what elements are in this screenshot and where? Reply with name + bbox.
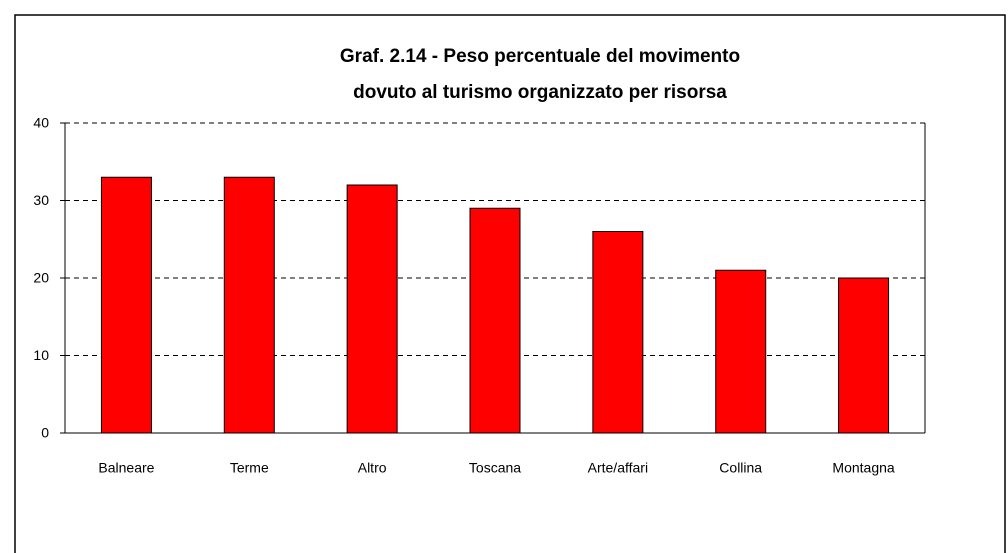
- bar: [223, 176, 275, 434]
- x-tick-label: Collina: [719, 460, 762, 476]
- bar: [100, 176, 152, 434]
- x-tick-label: Terme: [230, 460, 269, 476]
- chart-title: Graf. 2.14 - Peso percentuale del movime…: [340, 46, 740, 67]
- y-tick-label: 30: [33, 192, 49, 208]
- y-tick-label: 40: [33, 115, 49, 131]
- y-tick-label: 0: [41, 425, 49, 441]
- x-tick-label: Altro: [358, 460, 387, 476]
- bar: [592, 231, 644, 434]
- y-tick-label: 20: [33, 270, 49, 286]
- bar: [469, 207, 521, 434]
- x-tick-label: Balneare: [98, 460, 154, 476]
- bar: [346, 184, 398, 434]
- bar: [715, 269, 767, 434]
- x-tick-label: Arte/affari: [588, 460, 648, 476]
- x-tick-label: Montagna: [832, 460, 894, 476]
- y-tick-label: 10: [33, 347, 49, 363]
- bar: [838, 277, 890, 434]
- x-tick-label: Toscana: [469, 460, 521, 476]
- chart-title: dovuto al turismo organizzato per risors…: [353, 82, 727, 103]
